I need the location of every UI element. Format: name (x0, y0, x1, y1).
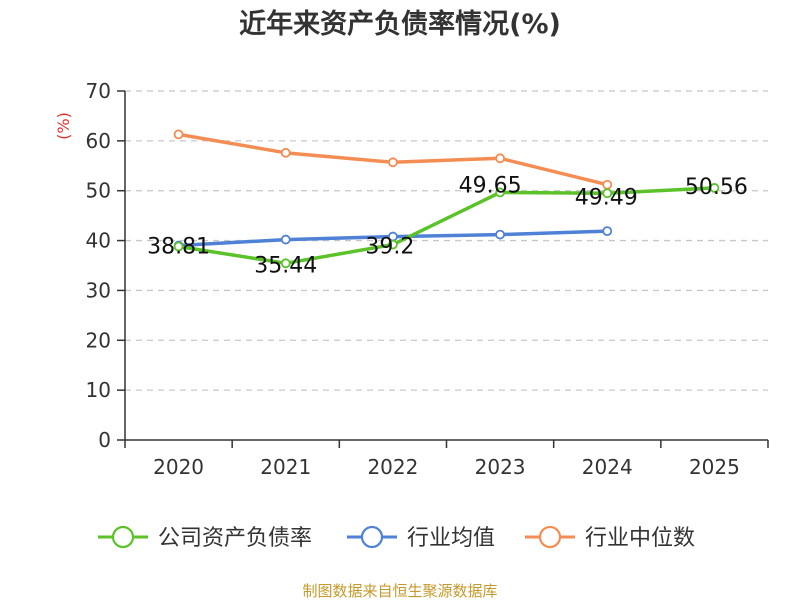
data-point (495, 229, 505, 240)
x-tick-label: 2022 (367, 455, 418, 479)
data-point (280, 258, 291, 269)
data-point (173, 241, 184, 252)
data-point (280, 147, 291, 158)
x-tick-label: 2025 (689, 455, 740, 479)
data-label: 49.49 (575, 185, 638, 210)
data-label: 49.65 (459, 173, 522, 198)
legend-marker-icon (111, 525, 135, 549)
source-note: 制图数据来自恒生聚源数据库 (302, 582, 497, 600)
legend-label: 行业中位数 (585, 526, 695, 551)
data-labels: 38.81 35.44 39.2 49.65 49.49 50.56 (147, 173, 748, 278)
y-tick-label: 50 (86, 179, 111, 203)
data-point (602, 226, 613, 236)
data-point (495, 187, 505, 198)
legend-label: 行业均值 (407, 526, 495, 551)
y-tick-label: 30 (86, 278, 111, 302)
y-tick-label: 20 (86, 328, 111, 352)
legend-item-0[interactable]: 公司资产负债率 (98, 525, 312, 551)
data-point (709, 183, 720, 193)
data-label: 35.44 (254, 253, 317, 278)
legend-marker-icon (360, 525, 384, 549)
y-tick-label: 60 (86, 129, 111, 153)
legend-item-2[interactable]: 行业中位数 (525, 525, 695, 551)
x-tick-label: 2023 (475, 455, 526, 479)
legend-marker-icon (538, 525, 562, 549)
x-tick-label: 2021 (260, 455, 311, 479)
grid-lines (125, 90, 768, 391)
data-point (495, 153, 505, 164)
data-point (280, 234, 291, 245)
series-group (173, 129, 720, 269)
legend-label: 公司资产负债率 (158, 526, 312, 551)
y-unit-label: (%) (54, 112, 73, 140)
y-tick-label: 10 (86, 378, 111, 402)
x-tick-label: 2024 (582, 455, 633, 479)
y-tick-label: 70 (86, 79, 111, 103)
y-tick-label: 0 (98, 428, 111, 452)
data-point (388, 239, 398, 250)
data-label: 39.2 (365, 235, 414, 260)
data-label: 38.81 (147, 235, 210, 260)
axes: 0 10 20 30 40 50 60 70 2020 2021 2022 2023 2024 2025 (86, 79, 769, 479)
chart-title: 近年来资产负债率情况(%) (239, 8, 561, 40)
data-point (173, 129, 184, 140)
data-point (388, 157, 398, 168)
y-tick-label: 40 (86, 229, 111, 253)
legend[interactable]: 公司资产负债率 行业均值 行业中位数 (98, 525, 695, 551)
series-line-0 (176, 186, 717, 266)
data-point (602, 188, 613, 199)
x-tick-label: 2020 (153, 455, 204, 479)
data-label: 50.56 (685, 175, 748, 200)
legend-item-1[interactable]: 行业均值 (347, 525, 495, 551)
